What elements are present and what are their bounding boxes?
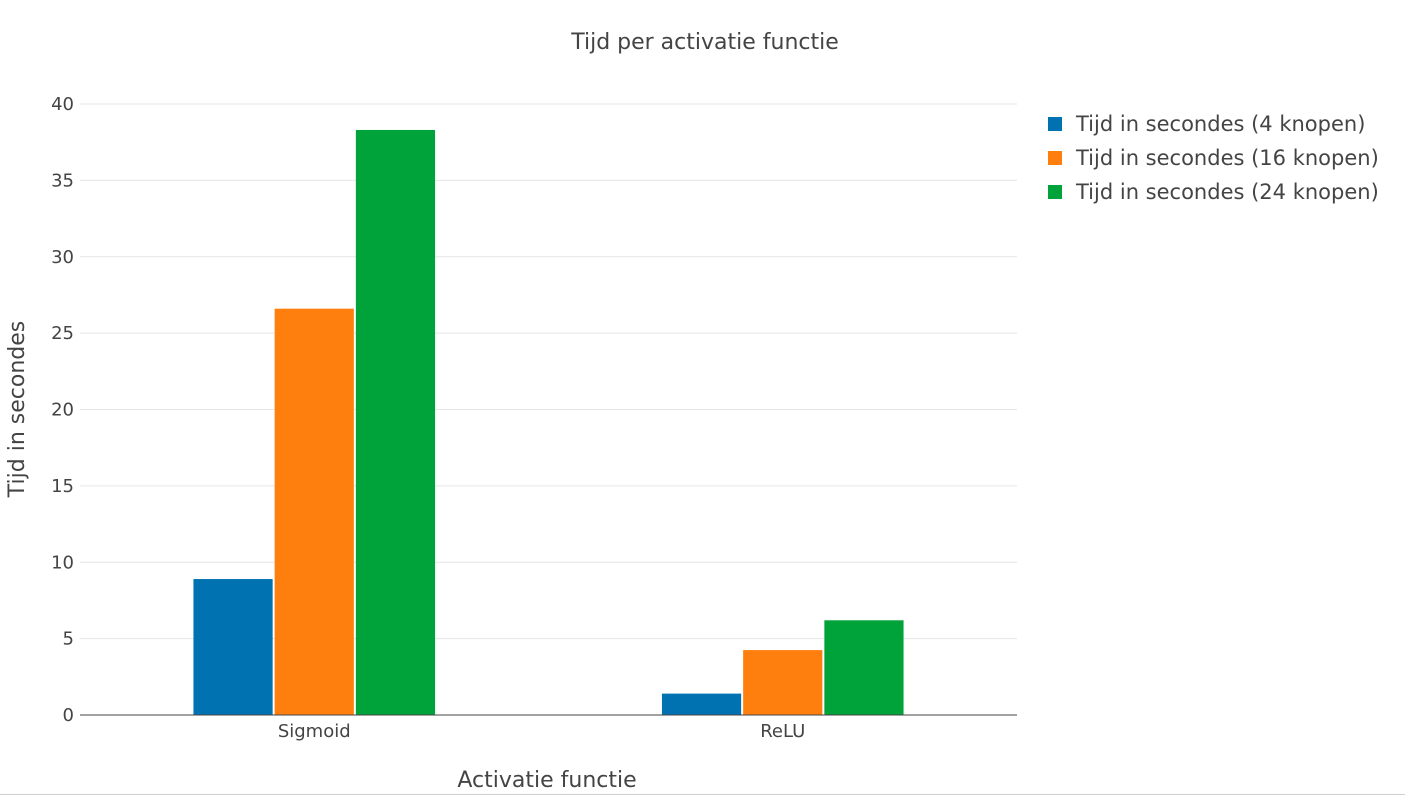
y-tick-label: 15 — [51, 476, 74, 497]
legend-swatch — [1048, 151, 1062, 165]
bar-relu-series-2[interactable] — [743, 650, 823, 715]
bars — [193, 129, 904, 715]
y-tick-label: 30 — [51, 247, 74, 268]
legend-item[interactable]: Tijd in secondes (24 knopen) — [1048, 180, 1379, 204]
y-tick-label: 5 — [63, 629, 74, 650]
y-tick-label: 35 — [51, 170, 74, 191]
bottom-divider — [0, 794, 1405, 795]
y-tick-label: 20 — [51, 400, 74, 421]
bar-sigmoid-series-3[interactable] — [355, 129, 436, 715]
legend-item[interactable]: Tijd in secondes (4 knopen) — [1048, 112, 1365, 136]
legend-label: Tijd in secondes (4 knopen) — [1075, 112, 1365, 136]
y-tick-label: 40 — [51, 94, 74, 115]
y-tick-label: 10 — [51, 552, 74, 573]
legend-item[interactable]: Tijd in secondes (16 knopen) — [1048, 146, 1379, 170]
x-tick-label: Sigmoid — [278, 721, 351, 742]
bar-sigmoid-series-1[interactable] — [193, 579, 273, 715]
y-tick-label: 0 — [63, 705, 74, 726]
legend-label: Tijd in secondes (16 knopen) — [1075, 146, 1379, 170]
y-gridlines — [80, 103, 1017, 640]
y-axis-title: Tijd in secondes — [5, 321, 30, 498]
y-tick-label: 25 — [51, 323, 74, 344]
bar-sigmoid-series-2[interactable] — [274, 308, 354, 715]
bar-relu-series-3[interactable] — [824, 620, 904, 715]
bar-relu-series-1[interactable] — [661, 693, 742, 715]
legend[interactable]: Tijd in secondes (4 knopen) Tijd in secon… — [1048, 112, 1379, 204]
x-axis-title: Activatie functie — [457, 768, 636, 793]
legend-swatch — [1048, 117, 1062, 131]
legend-label: Tijd in secondes (24 knopen) — [1075, 180, 1379, 204]
x-tick-label: ReLU — [760, 721, 805, 742]
axes: 0 5 10 15 20 25 30 35 40 Sigmoid ReLU — [51, 94, 1017, 742]
chart-title: Tijd per activatie functie — [570, 30, 839, 55]
legend-swatch — [1048, 185, 1062, 199]
